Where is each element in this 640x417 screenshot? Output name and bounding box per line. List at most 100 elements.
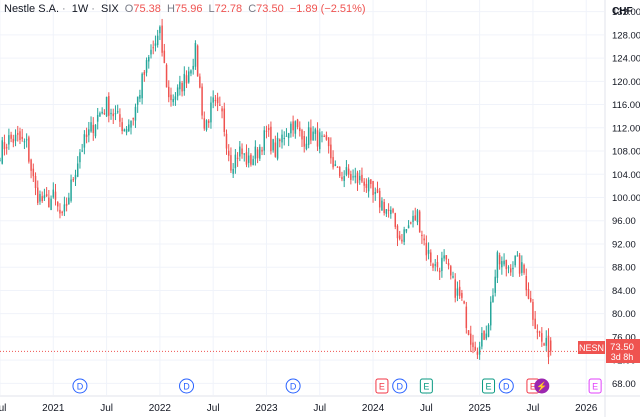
candle-body[interactable] [358,175,361,181]
interval[interactable]: 1W [71,3,89,15]
candle-body[interactable] [123,129,126,132]
candle-body[interactable] [467,330,470,335]
candle-body[interactable] [292,121,294,131]
candle-body[interactable] [527,289,530,299]
candle-body[interactable] [232,169,234,174]
candle-body[interactable] [59,209,61,214]
candle-body[interactable] [303,135,305,147]
candle-body[interactable] [421,234,423,237]
candle-body[interactable] [294,121,297,134]
candle-body[interactable] [192,65,194,70]
candle-body[interactable] [94,124,97,137]
candle-body[interactable] [96,115,99,122]
candle-body[interactable] [325,135,328,140]
candle-body[interactable] [276,137,279,159]
candle-body[interactable] [225,133,228,149]
candle-body[interactable] [385,209,388,214]
dividend-marker[interactable] [498,378,514,394]
candle-body[interactable] [156,35,159,45]
candle-body[interactable] [65,203,68,206]
candle-body[interactable] [472,342,474,348]
candle-body[interactable] [454,279,456,298]
earnings-marker[interactable] [419,378,433,394]
candle-body[interactable] [450,266,452,276]
candle-body[interactable] [256,149,259,159]
candle-body[interactable] [427,249,430,254]
candle-body[interactable] [370,179,372,184]
candle-body[interactable] [327,137,330,147]
candle-body[interactable] [261,149,263,152]
candle-body[interactable] [445,255,448,260]
candle-body[interactable] [387,209,390,211]
symbol-name[interactable]: Nestle S.A. [4,3,60,15]
candle-body[interactable] [518,254,521,274]
candle-body[interactable] [230,155,232,171]
candle-body[interactable] [39,194,41,202]
candle-body[interactable] [205,120,208,130]
candle-body[interactable] [239,146,241,157]
candle-body[interactable] [407,225,410,229]
dividend-marker[interactable] [179,378,195,394]
candle-body[interactable] [203,118,206,129]
candle-body[interactable] [423,238,425,241]
candle-body[interactable] [3,142,6,150]
candle-body[interactable] [363,181,365,186]
candle-body[interactable] [1,140,3,164]
candle-body[interactable] [143,71,146,75]
candle-body[interactable] [272,139,274,151]
candle-body[interactable] [108,96,110,116]
candle-body[interactable] [172,98,174,103]
candle-body[interactable] [361,174,363,182]
candle-body[interactable] [521,262,523,273]
candle-body[interactable] [119,114,121,122]
candle-body[interactable] [152,47,154,49]
candle-body[interactable] [319,132,321,150]
candle-body[interactable] [336,166,339,168]
candle-body[interactable] [201,86,203,116]
candle-body[interactable] [394,213,397,227]
candle-body[interactable] [478,346,481,355]
candle-body[interactable] [223,108,226,132]
candle-body[interactable] [23,141,26,143]
candle-body[interactable] [263,130,266,151]
candle-body[interactable] [403,229,405,242]
candle-body[interactable] [456,288,459,296]
candle-body[interactable] [503,260,505,265]
candle-body[interactable] [474,346,476,351]
candle-body[interactable] [410,222,412,224]
split-marker[interactable] [534,378,550,394]
candle-body[interactable] [314,129,317,134]
candle-body[interactable] [90,122,92,132]
candle-body[interactable] [347,168,350,175]
candle-body[interactable] [487,325,490,337]
candle-body[interactable] [436,262,439,268]
candle-body[interactable] [505,259,508,270]
candle-body[interactable] [381,200,383,211]
candle-body[interactable] [545,337,548,346]
candle-body[interactable] [443,255,445,259]
candle-body[interactable] [490,301,492,326]
candle-body[interactable] [68,197,70,205]
candle-body[interactable] [245,152,248,165]
candle-body[interactable] [414,215,417,221]
candle-body[interactable] [103,113,106,115]
candle-body[interactable] [485,333,488,339]
candle-body[interactable] [496,252,499,278]
candle-body[interactable] [110,112,112,115]
candle-body[interactable] [25,139,28,141]
candle-body[interactable] [498,255,501,265]
candle-body[interactable] [283,137,285,139]
candle-body[interactable] [10,134,12,139]
candle-body[interactable] [170,94,172,101]
candle-body[interactable] [114,113,117,115]
candle-body[interactable] [350,173,352,180]
candle-body[interactable] [492,295,494,303]
candle-body[interactable] [221,108,223,112]
candle-body[interactable] [287,133,290,139]
candle-body[interactable] [376,189,379,193]
candle-body[interactable] [396,225,399,239]
candle-body[interactable] [372,180,374,196]
candle-body[interactable] [334,164,337,167]
candle-body[interactable] [374,192,377,194]
candle-body[interactable] [312,131,314,141]
